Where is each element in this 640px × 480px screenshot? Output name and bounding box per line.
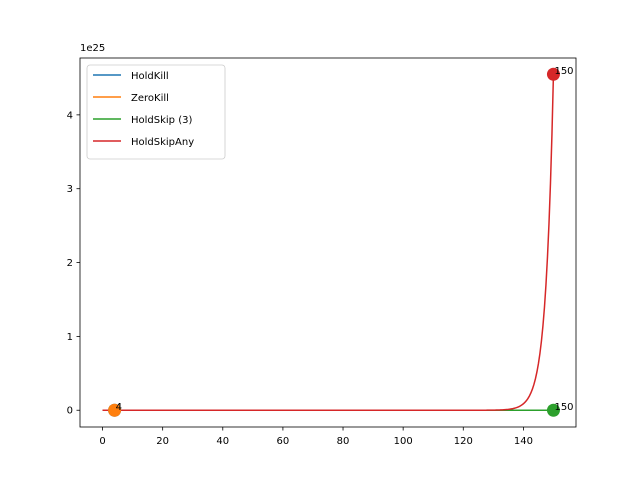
- legend: HoldKill ZeroKill HoldSkip (3) HoldSkipAny: [86, 64, 226, 160]
- legend-label-3: HoldSkipAny: [131, 137, 194, 148]
- x-tick-label-5: 100: [394, 436, 413, 447]
- series-end-marker-1: [108, 403, 122, 417]
- axes: 0 20 40 60 80 100 120 140 0 1 2 3 4 1e25: [67, 43, 577, 447]
- x-tick-label-7: 140: [514, 436, 533, 447]
- y-tick-label-2: 2: [67, 258, 73, 269]
- legend-box: [86, 64, 226, 160]
- y-tick-label-4: 4: [67, 110, 73, 121]
- x-tick-label-4: 80: [337, 436, 350, 447]
- plot-markers: 44150150: [108, 66, 574, 417]
- x-tick-label-0: 0: [99, 436, 105, 447]
- legend-label-2: HoldSkip (3): [131, 115, 192, 126]
- y-tick-label-0: 0: [67, 406, 73, 417]
- y-tick-label-3: 3: [67, 184, 73, 195]
- x-tick-label-3: 60: [277, 436, 290, 447]
- series-end-label-3: 150: [554, 66, 573, 77]
- series-end-marker-2: [546, 403, 560, 417]
- series-line-3: [102, 74, 555, 411]
- x-tick-label-2: 40: [216, 436, 229, 447]
- x-tick-label-6: 120: [454, 436, 473, 447]
- legend-label-0: HoldKill: [131, 71, 169, 82]
- series-end-label-2: 150: [554, 402, 573, 413]
- y-offset-text: 1e25: [80, 43, 105, 54]
- series-end-label-1: 4: [116, 402, 122, 413]
- series-end-marker-3: [546, 67, 560, 81]
- x-tick-label-1: 20: [156, 436, 169, 447]
- plot-frame: [79, 57, 577, 428]
- y-tick-label-1: 1: [67, 332, 73, 343]
- legend-label-1: ZeroKill: [131, 93, 169, 104]
